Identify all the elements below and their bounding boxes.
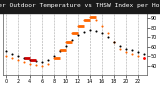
Title: Milwaukee Weather Outdoor Temperature vs THSW Index per Hour (24 Hours): Milwaukee Weather Outdoor Temperature vs…: [0, 3, 160, 8]
